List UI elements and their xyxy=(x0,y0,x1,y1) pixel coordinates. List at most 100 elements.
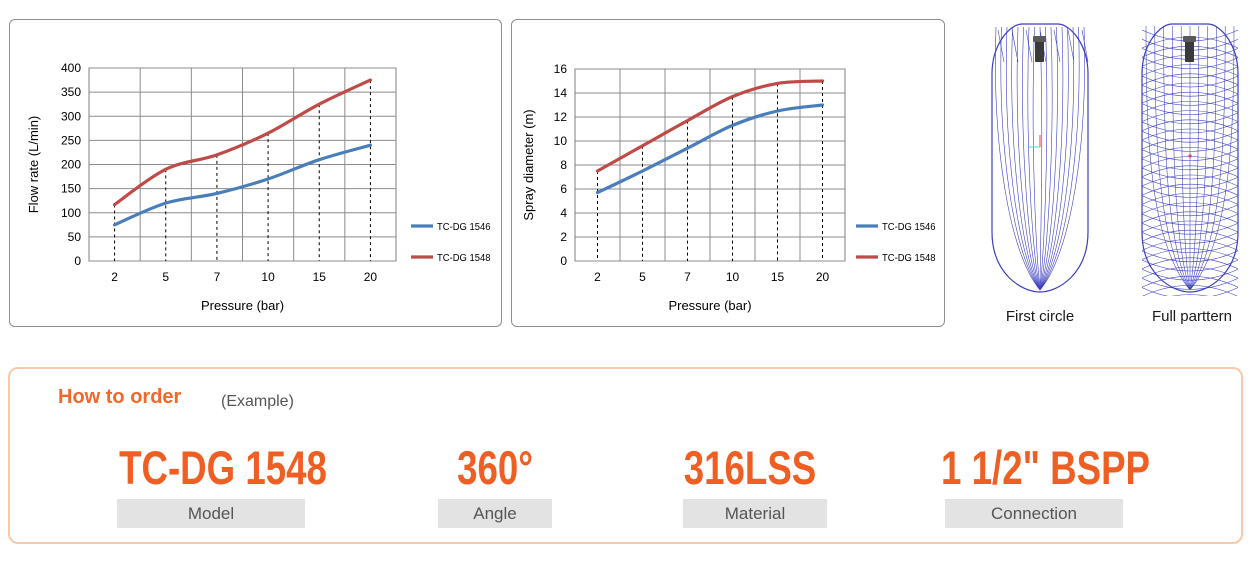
center-marker xyxy=(1188,154,1192,158)
first-circle-caption: First circle xyxy=(1005,308,1075,325)
spray-trajectory xyxy=(1163,25,1191,291)
spray-trajectory xyxy=(1171,294,1209,296)
how-to-order-panel: How to order (Example) TC-DG 1548 Model … xyxy=(8,367,1243,544)
material-label: Material xyxy=(683,499,827,528)
material-value: 316LSS xyxy=(683,441,817,494)
spray-diameter-chart: 0 2 4 6 8 10 12 14 16 2 5 7 10 15 20 TC-DG 1546 TC-DG 15… xyxy=(511,19,945,327)
spray-trajectory xyxy=(997,29,1005,63)
spray-trajectory xyxy=(1067,29,1075,63)
spray-trajectory xyxy=(1145,25,1191,291)
y-tick-label: 14 xyxy=(554,86,568,100)
y-tick-label: 200 xyxy=(61,158,81,172)
angle-label: Angle xyxy=(438,499,552,528)
x-tick-label: 15 xyxy=(313,270,327,284)
full-pattern-image xyxy=(1141,23,1239,296)
spray-trajectory xyxy=(1189,25,1217,291)
legend-label: TC-DG 1548 xyxy=(437,253,491,265)
how-to-order-subtitle: (Example) xyxy=(221,393,294,410)
x-tick-label: 2 xyxy=(594,270,601,284)
y-tick-label: 10 xyxy=(554,134,568,148)
spray-trajectory xyxy=(1189,25,1200,291)
spray-trajectory xyxy=(1022,26,1041,291)
model-value: TC-DG 1548 xyxy=(119,441,327,494)
spray-trajectory xyxy=(1025,29,1033,63)
spray-trajectory xyxy=(1039,26,1085,291)
x-tick-label: 20 xyxy=(816,270,830,284)
y-tick-label: 4 xyxy=(560,206,567,220)
spray-trajectory xyxy=(1011,26,1041,291)
x-axis-title: Pressure (bar) xyxy=(668,298,751,313)
y-tick-label: 100 xyxy=(61,206,81,220)
series-line-tc-dg-1546 xyxy=(112,143,373,227)
spray-trajectory xyxy=(1189,25,1226,291)
y-tick-label: 0 xyxy=(74,254,81,268)
y-tick-label: 350 xyxy=(61,85,81,99)
series-line-tc-dg-1548 xyxy=(112,78,373,207)
nozzle-icon xyxy=(1035,40,1044,62)
series-line-tc-dg-1548 xyxy=(595,79,825,173)
spray-trajectory xyxy=(1039,26,1048,291)
spray-trajectory xyxy=(1154,25,1191,291)
full-pattern-caption: Full parttern xyxy=(1151,308,1233,325)
x-tick-label: 20 xyxy=(364,270,378,284)
nozzle-head xyxy=(1033,36,1046,42)
y-tick-label: 2 xyxy=(560,230,567,244)
y-tick-label: 400 xyxy=(61,61,81,75)
x-tick-label: 7 xyxy=(684,270,691,284)
pattern-outline xyxy=(1141,23,1239,293)
series-line-tc-dg-1546 xyxy=(595,103,825,195)
first-circle-pattern-image xyxy=(991,23,1089,293)
y-tick-label: 8 xyxy=(560,158,567,172)
spray-diameter-chart-svg: 0 2 4 6 8 10 12 14 16 2 5 7 10 15 20 TC-DG 1546 TC-DG 15… xyxy=(521,62,936,313)
gridlines xyxy=(88,67,397,262)
spray-line-group-first xyxy=(995,26,1089,291)
spray-trajectory xyxy=(1011,29,1019,63)
y-axis-title: Flow rate (L/min) xyxy=(26,116,41,214)
connection-label: Connection xyxy=(945,499,1123,528)
spray-trajectory xyxy=(1053,29,1061,63)
spray-trajectory xyxy=(1039,26,1080,291)
spray-trajectory xyxy=(995,26,1041,291)
y-tick-label: 6 xyxy=(560,182,567,196)
flow-rate-chart-svg: 0 50 100 150 200 250 300 350 400 2 5 7 10 15 20 TC-DG 1… xyxy=(26,61,491,313)
spray-trajectory xyxy=(1039,26,1069,291)
x-tick-label: 5 xyxy=(162,270,169,284)
x-tick-label: 10 xyxy=(261,270,275,284)
spray-trajectory xyxy=(1000,26,1041,291)
y-tick-label: 16 xyxy=(554,62,568,76)
spray-trajectory xyxy=(1039,26,1043,291)
legend-label: TC-DG 1548 xyxy=(882,253,936,265)
x-tick-label: 2 xyxy=(111,270,118,284)
y-tick-label: 0 xyxy=(560,254,567,268)
spray-trajectory xyxy=(1032,26,1041,291)
spray-trajectory xyxy=(1027,26,1041,291)
y-tick-label: 150 xyxy=(61,182,81,196)
y-tick-label: 12 xyxy=(554,110,568,124)
angle-value: 360° xyxy=(457,441,533,494)
spray-trajectory xyxy=(1039,26,1053,291)
y-tick-label: 300 xyxy=(61,109,81,123)
spray-trajectory xyxy=(1172,25,1191,291)
nozzle-icon xyxy=(1185,40,1194,62)
legend-label: TC-DG 1546 xyxy=(882,222,936,234)
spray-trajectory xyxy=(1016,26,1041,291)
spray-trajectory xyxy=(1081,29,1089,63)
x-tick-label: 5 xyxy=(639,270,646,284)
legend-label: TC-DG 1546 xyxy=(437,222,491,234)
connection-value: 1 1/2" BSPP xyxy=(941,441,1150,494)
spray-line-group-full xyxy=(1141,25,1239,296)
x-tick-label: 15 xyxy=(771,270,785,284)
spray-trajectory xyxy=(1039,26,1064,291)
y-tick-label: 250 xyxy=(61,133,81,147)
y-axis-title: Spray diameter (m) xyxy=(521,109,536,220)
spray-trajectory xyxy=(1039,26,1058,291)
x-tick-label: 10 xyxy=(726,270,740,284)
spray-trajectory xyxy=(1189,25,1235,291)
model-label: Model xyxy=(117,499,305,528)
spray-trajectory xyxy=(1005,26,1041,291)
y-tick-label: 50 xyxy=(68,230,82,244)
spray-trajectory xyxy=(1039,26,1075,291)
x-axis-title: Pressure (bar) xyxy=(201,298,284,313)
how-to-order-title: How to order xyxy=(58,386,182,408)
flow-rate-chart: 0 50 100 150 200 250 300 350 400 2 5 7 10 15 20 TC-DG 1… xyxy=(9,19,502,327)
